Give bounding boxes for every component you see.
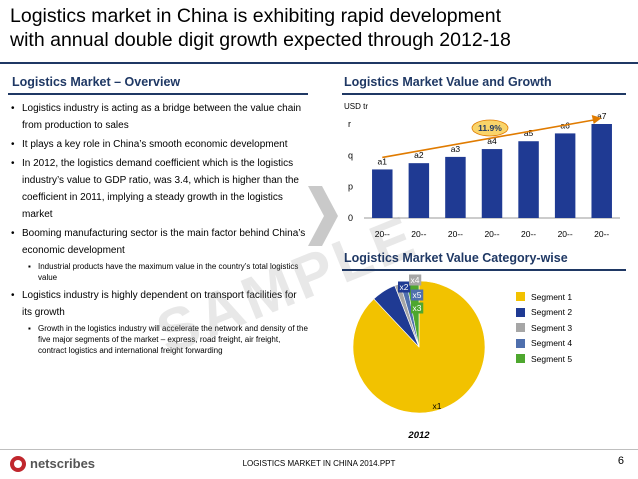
overview-heading: Logistics Market – Overview <box>12 75 181 89</box>
x-tick-label: 20-- <box>375 229 390 239</box>
pie-slice-label: x2 <box>400 282 409 292</box>
y-tick-label: 0 <box>348 213 353 223</box>
pie-slice-label: x3 <box>413 303 422 313</box>
bar-value-label: a5 <box>524 128 534 138</box>
overview-bullet: Logistics industry is highly dependent o… <box>8 287 308 321</box>
bar <box>518 141 539 218</box>
slide-title: Logistics market in China is exhibiting … <box>10 4 630 52</box>
title-rule <box>0 62 638 64</box>
legend-swatch <box>516 292 525 302</box>
legend-item: Segment 2 <box>516 305 572 321</box>
cagr-arrow-head <box>591 115 602 124</box>
bar <box>372 169 393 218</box>
x-tick-label: 20-- <box>484 229 499 239</box>
title-line-1: Logistics market in China is exhibiting … <box>10 5 502 27</box>
overview-bullet: Logistics industry is acting as a bridge… <box>8 100 308 134</box>
legend-swatch <box>516 323 525 333</box>
legend-item: Segment 1 <box>516 289 572 305</box>
legend-label: Segment 3 <box>531 322 573 333</box>
logo-text: netscribes <box>30 456 95 471</box>
legend-item: Segment 5 <box>516 351 572 367</box>
y-tick-label: p <box>348 182 353 192</box>
overview-bullets: Logistics industry is acting as a bridge… <box>8 100 308 360</box>
legend-label: Segment 2 <box>531 307 573 318</box>
legend-label: Segment 4 <box>531 338 573 349</box>
overview-bullet: Booming manufacturing sector is the main… <box>8 225 308 259</box>
y-tick-label: q <box>348 150 353 160</box>
footer-filename: LOGISTICS MARKET IN CHINA 2014.PPT <box>242 459 396 468</box>
legend-item: Segment 3 <box>516 320 572 336</box>
pie-slice-label: x4 <box>411 275 420 285</box>
pie-label-bg <box>411 302 424 314</box>
legend-item: Segment 4 <box>516 336 572 352</box>
pie-legend: Segment 1 Segment 2 Segment 3 Segment 4 Segm… <box>516 289 572 367</box>
legend-swatch <box>516 354 525 364</box>
x-tick-label: 20-- <box>411 229 426 239</box>
netscribes-logo: netscribes <box>10 456 95 472</box>
overview-sub-bullet: Industrial products have the maximum val… <box>8 261 308 283</box>
x-tick-label: 20-- <box>594 229 609 239</box>
pie-chart-title: Logistics Market Value Category-wise <box>344 251 568 265</box>
bar-chart-rule <box>342 93 626 95</box>
legend-swatch <box>516 338 525 348</box>
legend-label: Segment 5 <box>531 353 573 364</box>
page-number: 6 <box>617 455 624 467</box>
bar-value-label: a4 <box>487 136 497 146</box>
cagr-arrow <box>382 119 594 159</box>
bar-value-label: a3 <box>451 144 461 154</box>
chevron-right-icon <box>308 186 338 246</box>
bar <box>591 124 612 218</box>
overview-sub-bullet: Growth in the logistics industry will ac… <box>8 323 308 356</box>
legend-swatch <box>516 307 525 317</box>
overview-bullet: It plays a key role in China’s smooth ec… <box>8 136 308 153</box>
bar-value-label: a2 <box>414 150 424 160</box>
bar-value-label: a7 <box>597 111 607 121</box>
footer-rule <box>0 449 638 450</box>
cagr-badge <box>471 119 509 137</box>
title-line-2: with annual double digit growth expected… <box>10 29 511 51</box>
cagr-label: 11.9% <box>478 123 502 133</box>
x-tick-label: 20-- <box>448 229 463 239</box>
bar-chart: USD tr 0 p q r a1 20-- a2 20-- a3 20-- a4 20-- a5 20--… <box>344 102 620 239</box>
pie-chart-rule <box>342 269 626 271</box>
pie-label-bg <box>398 281 411 293</box>
pie-label-bg <box>409 274 422 286</box>
bar <box>554 133 576 218</box>
y-tick-label: r <box>348 119 351 129</box>
bar-chart-title: Logistics Market Value and Growth <box>344 75 552 89</box>
x-tick-label: 20-- <box>558 229 573 239</box>
legend-label: Segment 1 <box>531 291 573 302</box>
overview-rule <box>8 93 308 95</box>
bar <box>408 163 430 218</box>
y-axis-label: USD tr <box>344 102 368 111</box>
pie-label-bg <box>411 289 424 301</box>
bar-value-label: a1 <box>378 156 388 166</box>
x-tick-label: 20-- <box>521 229 536 239</box>
pie-year-label: 2012 <box>407 430 430 441</box>
pie-slice-label: x5 <box>413 290 422 300</box>
overview-bullet: In 2012, the logistics demand coefficien… <box>8 155 308 223</box>
pie-slice-label: x1 <box>433 401 442 411</box>
bar <box>481 149 503 218</box>
bar <box>445 156 466 218</box>
